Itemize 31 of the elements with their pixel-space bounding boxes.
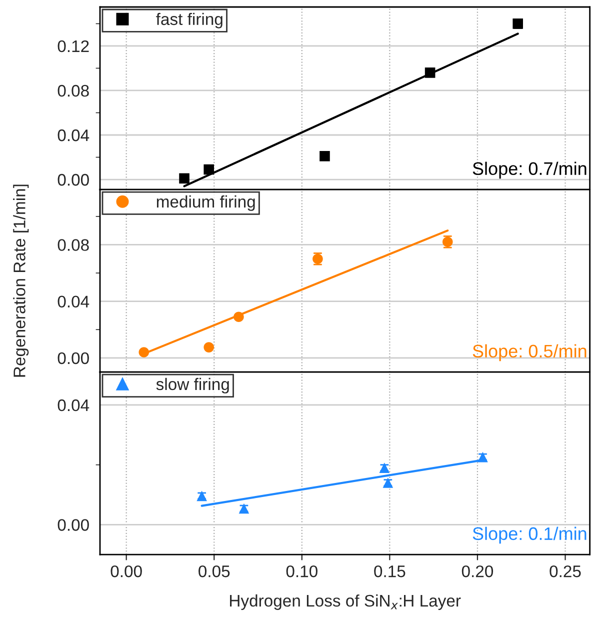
annotation: Slope: 0.1/min (472, 526, 586, 544)
y-axis-title: Regeneration Rate [1/min] (13, 184, 29, 377)
x-tick-label: 0.05 (198, 565, 230, 578)
y-tick-label: 0.04 (58, 296, 90, 308)
point (234, 312, 244, 322)
y-tick-label: 0.00 (58, 519, 89, 531)
annotation: Slope: 0.7/min (472, 162, 586, 179)
x-tick-label: 0.00 (110, 565, 142, 578)
y-tick-label: 0.08 (58, 239, 89, 251)
x-axis-title: Hydrogen Loss of SiN$_{x}$:H Layer (230, 594, 461, 610)
point (424, 68, 436, 78)
point (204, 342, 214, 352)
point (179, 173, 190, 184)
x-tick-label: 0.25 (550, 565, 581, 578)
point (204, 164, 214, 175)
y-tick-label: 0.00 (58, 174, 89, 186)
x-tick-label: 0.20 (462, 565, 494, 578)
legend-label: medium firing (156, 195, 255, 211)
y-tick-label: 0.04 (58, 399, 90, 412)
legend-label: slow firing (156, 378, 229, 394)
y-tick-label: 0.08 (58, 84, 89, 97)
point (320, 150, 330, 162)
x-tick-label: 0.10 (286, 565, 318, 578)
point (512, 18, 524, 29)
y-tick-label: 0.00 (58, 352, 89, 364)
point (138, 347, 150, 358)
legend-label: fast firing (156, 12, 222, 28)
x-tick-label: 0.15 (374, 565, 406, 578)
annotation: Slope: 0.5/min (472, 344, 586, 362)
y-tick-label: 0.04 (58, 129, 90, 142)
y-tick-label: 0.12 (58, 40, 89, 52)
